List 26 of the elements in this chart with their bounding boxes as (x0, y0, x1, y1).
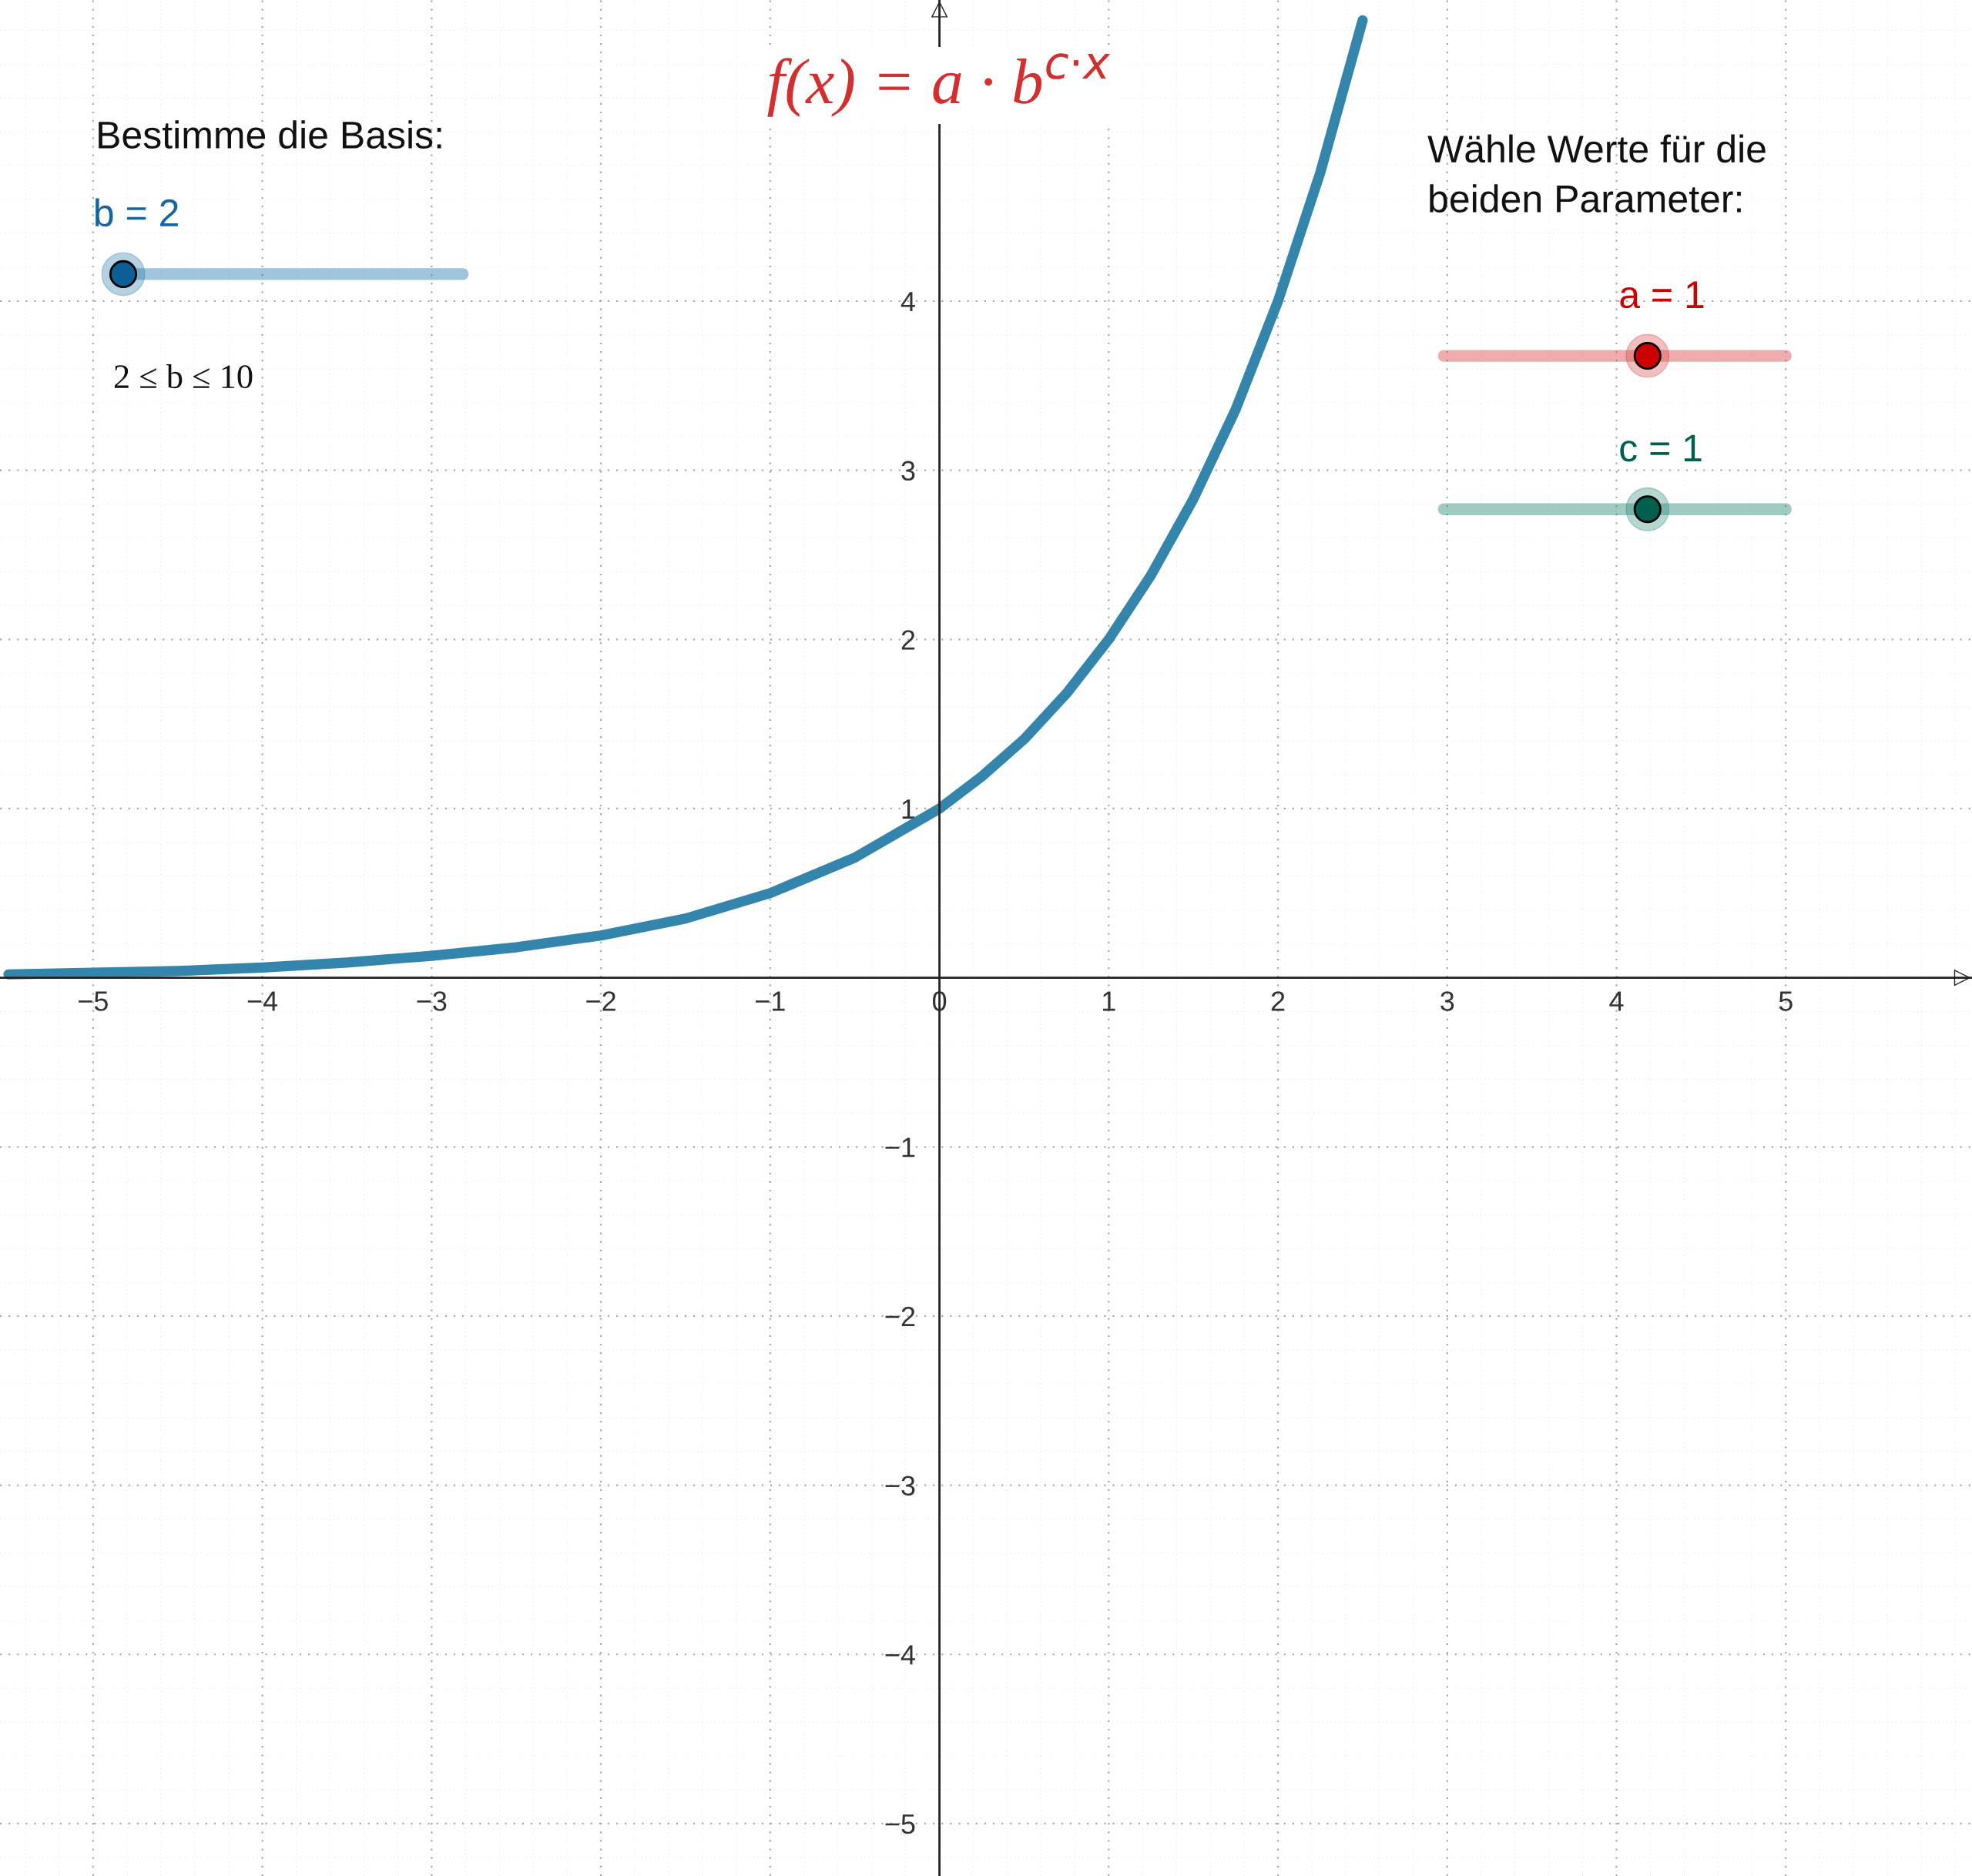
y-tick-label: 2 (901, 630, 915, 650)
x-tick-label: −1 (756, 991, 785, 1011)
x-tick-label: 1 (1103, 991, 1115, 1011)
y-tick-label: −3 (885, 1476, 915, 1496)
x-tick-label: −2 (586, 991, 615, 1011)
annotation: 2 ≤ b ≤ 10 (114, 363, 253, 389)
y-tick-label: −4 (885, 1645, 915, 1665)
annotation: Bestimme die Basis: (99, 120, 441, 149)
x-tick-label: 4 (1609, 991, 1624, 1011)
annotation: Wähle Werte für die beiden Parameter: (1427, 134, 1766, 213)
x-tick-label: 2 (1271, 991, 1285, 1011)
x-tick-label: −4 (247, 991, 278, 1011)
annotation: b = 2 (96, 198, 178, 227)
x-tick-label: −5 (79, 991, 108, 1011)
y-tick-label: 3 (901, 461, 915, 481)
x-tick-label: −3 (417, 991, 447, 1011)
y-tick-label: −2 (885, 1306, 915, 1327)
text: f(x) = a · b$^{c·x}$ (767, 53, 1111, 117)
y-tick-label: 1 (902, 799, 915, 819)
annotation: a = 1 (1620, 281, 1704, 309)
y-tick-label: −5 (885, 1814, 915, 1834)
y-tick-label: −1 (885, 1137, 915, 1157)
x-tick-label: 5 (1779, 991, 1793, 1011)
x-tick-label: 3 (1440, 991, 1454, 1011)
y-tick-label: 4 (900, 292, 915, 312)
annotation: c = 1 (1620, 434, 1702, 462)
